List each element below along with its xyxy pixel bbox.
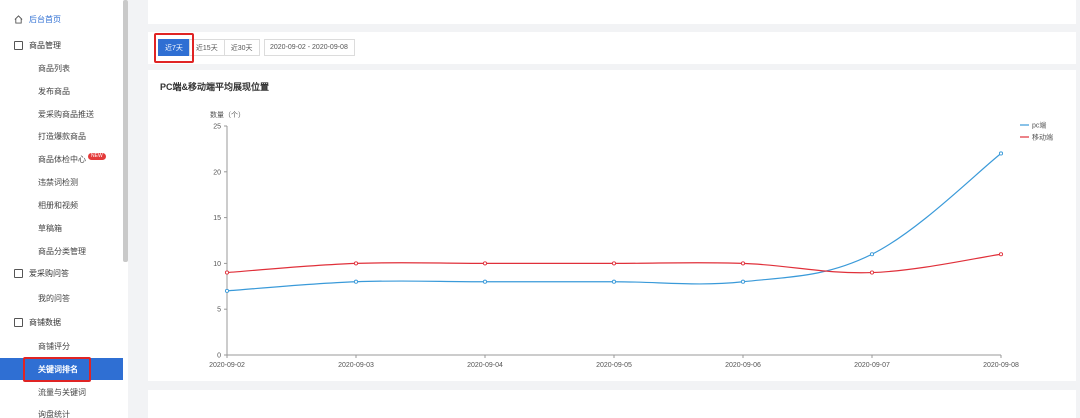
tab-30-days[interactable]: 近30天 (223, 39, 260, 56)
sidebar: 后台首页 商品管理 商品列表 发布商品 爱采购商品推送 打造爆款商品 商品体检中… (0, 0, 128, 418)
y-tick-label: 0 (217, 353, 221, 360)
sidebar-section-label: 爱采购问答 (29, 268, 69, 278)
bottom-panel (148, 390, 1076, 418)
sidebar-item-banned-words[interactable]: 违禁词检测 (0, 171, 123, 193)
qa-icon (14, 268, 23, 278)
sidebar-item-label: 询盘统计 (38, 409, 70, 418)
sidebar-item-product-list[interactable]: 商品列表 (0, 57, 123, 79)
y-tick-label: 25 (213, 124, 221, 131)
sidebar-section-label: 商铺数据 (29, 317, 61, 327)
sidebar-item-label: 爱采购商品推送 (38, 109, 94, 119)
sidebar-item-label: 发布商品 (38, 86, 70, 96)
monitor-icon (14, 317, 23, 327)
sidebar-home-label: 后台首页 (29, 14, 61, 24)
chart-title: PC端&移动端平均展现位置 (160, 82, 270, 92)
sidebar-item-traffic-keywords[interactable]: 流量与关键词 (0, 381, 123, 403)
highlight-box-7-days (154, 33, 194, 63)
sidebar-item-shop-score[interactable]: 商铺评分 (0, 335, 123, 357)
x-tick-label: 2020-09-07 (854, 362, 890, 369)
series-line-0 (226, 153, 1002, 292)
sidebar-item-label: 违禁词检测 (38, 177, 78, 187)
new-badge: NEW (88, 152, 106, 160)
sidebar-item-hot-product[interactable]: 打造爆款商品 (0, 125, 123, 147)
data-point-1[interactable] (224, 270, 230, 275)
sidebar-section-qa[interactable]: 爱采购问答 (0, 262, 123, 284)
data-point-1[interactable] (611, 261, 617, 266)
sidebar-item-publish-product[interactable]: 发布商品 (0, 80, 123, 102)
sidebar-section-products[interactable]: 商品管理 (0, 34, 123, 56)
x-tick-label: 2020-09-05 (596, 362, 632, 369)
x-tick-label: 2020-09-08 (983, 362, 1019, 369)
data-point-0[interactable] (482, 279, 488, 284)
sidebar-item-album-video[interactable]: 相册和视频 (0, 194, 123, 216)
data-point-1[interactable] (482, 261, 488, 266)
date-tabs: 近7天 近15天 近30天 (158, 39, 260, 56)
sidebar-item-label: 商品列表 (38, 63, 70, 73)
sidebar-item-product-check[interactable]: 商品体检中心 NEW (0, 148, 123, 170)
x-tick-label: 2020-09-03 (338, 362, 374, 369)
home-icon (14, 14, 23, 24)
sidebar-item-my-qa[interactable]: 我的问答 (0, 287, 123, 309)
y-tick-label: 5 (217, 307, 221, 314)
sidebar-item-label: 我的问答 (38, 293, 70, 303)
data-point-0[interactable] (224, 288, 230, 293)
data-point-1[interactable] (998, 252, 1004, 257)
tab-15-days[interactable]: 近15天 (188, 39, 225, 56)
chart-panel (148, 70, 1076, 381)
sidebar-item-label: 商铺评分 (38, 341, 70, 351)
sidebar-item-label: 相册和视频 (38, 200, 78, 210)
sidebar-item-label: 商品体检中心 (38, 154, 86, 164)
legend-label-1[interactable]: 移动端 (1032, 133, 1053, 142)
data-point-1[interactable] (869, 270, 875, 275)
y-axis-label: 数量（个） (210, 110, 245, 119)
y-tick-label: 15 (213, 215, 221, 222)
sidebar-item-label: 流量与关键词 (38, 387, 86, 397)
data-point-0[interactable] (869, 252, 875, 257)
sidebar-item-product-push[interactable]: 爱采购商品推送 (0, 103, 123, 125)
highlight-box-keyword-rank (23, 357, 91, 382)
y-tick-label: 10 (213, 261, 221, 268)
top-panel (148, 0, 1076, 24)
legend-label-0[interactable]: pc端 (1032, 121, 1046, 130)
data-point-1[interactable] (740, 261, 746, 266)
sidebar-item-keyword-rank[interactable]: 关键词排名 (0, 358, 123, 380)
x-tick-label: 2020-09-02 (209, 362, 245, 369)
sidebar-item-drafts[interactable]: 草稿箱 (0, 217, 123, 239)
line-chart: 数量（个） 0 5 10 15 20 25 2020-09-02 2020-09-03 2020… (209, 110, 1053, 369)
sidebar-scrollbar[interactable] (123, 0, 128, 262)
sidebar-home-link[interactable]: 后台首页 (0, 8, 123, 30)
sidebar-item-category-manage[interactable]: 商品分类管理 (0, 240, 123, 262)
data-point-0[interactable] (998, 151, 1004, 156)
sidebar-item-label: 打造爆款商品 (38, 131, 86, 141)
data-point-1[interactable] (353, 261, 359, 266)
data-point-0[interactable] (353, 279, 359, 284)
product-box-icon (14, 40, 23, 50)
x-tick-label: 2020-09-04 (467, 362, 503, 369)
sidebar-item-label: 草稿箱 (38, 223, 62, 233)
data-point-0[interactable] (740, 279, 746, 284)
sidebar-item-label: 商品分类管理 (38, 246, 86, 256)
data-point-0[interactable] (611, 279, 617, 284)
sidebar-section-shop-data[interactable]: 商铺数据 (0, 311, 123, 333)
sidebar-section-label: 商品管理 (29, 40, 61, 50)
y-tick-label: 20 (213, 169, 221, 176)
sidebar-item-inquiry-stats[interactable]: 询盘统计 (0, 403, 123, 418)
x-tick-label: 2020-09-06 (725, 362, 761, 369)
sidebar-item-label: 关键词排名 (38, 364, 78, 374)
date-range-picker[interactable]: 2020-09-02 - 2020-09-08 (264, 39, 355, 56)
